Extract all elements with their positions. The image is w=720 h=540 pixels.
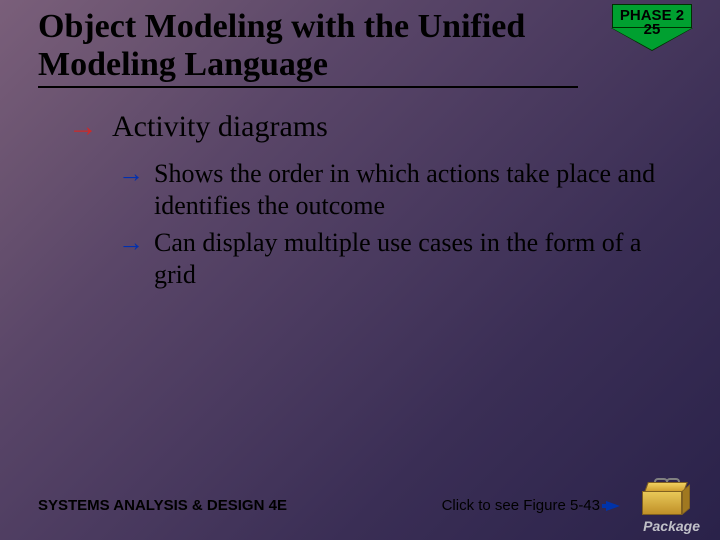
- bullet-level2: → Can display multiple use cases in the …: [118, 227, 668, 290]
- bullet-level2: → Shows the order in which actions take …: [118, 158, 668, 221]
- package-box-icon: [642, 482, 690, 516]
- arrow-icon: →: [68, 110, 98, 144]
- package-label: Package: [632, 518, 700, 534]
- phase-badge: PHASE 2 25: [612, 4, 692, 48]
- arrow-right-icon: [606, 501, 620, 511]
- slide-title: Object Modeling with the Unified Modelin…: [38, 8, 578, 88]
- bullet-level1: → Activity diagrams: [68, 110, 668, 144]
- arrow-icon: →: [118, 158, 144, 190]
- phase-arrow: 25: [612, 24, 692, 48]
- bullet-list: → Activity diagrams → Shows the order in…: [68, 110, 668, 297]
- package-icon[interactable]: Package: [632, 482, 700, 534]
- bullet-level2-text: Can display multiple use cases in the fo…: [154, 227, 664, 290]
- bullet-level1-text: Activity diagrams: [112, 110, 328, 144]
- footer-left: SYSTEMS ANALYSIS & DESIGN 4E: [38, 497, 287, 514]
- figure-link-text: Click to see Figure 5-43: [442, 497, 600, 514]
- phase-number: 25: [612, 21, 692, 38]
- arrow-icon: →: [118, 227, 144, 259]
- figure-link[interactable]: Click to see Figure 5-43: [442, 497, 620, 514]
- bullet-level2-text: Shows the order in which actions take pl…: [154, 158, 664, 221]
